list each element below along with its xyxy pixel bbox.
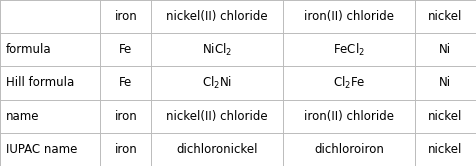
Text: Cl$_2$Ni: Cl$_2$Ni [202,75,232,91]
Text: NiCl$_2$: NiCl$_2$ [202,42,232,58]
Text: IUPAC name: IUPAC name [6,143,78,156]
Text: Hill formula: Hill formula [6,77,74,89]
Text: nickel: nickel [428,143,463,156]
Text: iron(II) chloride: iron(II) chloride [304,110,394,123]
Text: nickel: nickel [428,10,463,23]
Text: name: name [6,110,40,123]
Text: nickel: nickel [428,110,463,123]
Text: iron: iron [114,143,137,156]
Text: nickel(II) chloride: nickel(II) chloride [167,10,268,23]
Text: Cl$_2$Fe: Cl$_2$Fe [333,75,365,91]
Text: FeCl$_2$: FeCl$_2$ [333,42,365,58]
Text: Fe: Fe [119,77,132,89]
Text: dichloronickel: dichloronickel [177,143,258,156]
Text: Fe: Fe [119,43,132,56]
Text: iron: iron [114,110,137,123]
Text: dichloroiron: dichloroiron [314,143,384,156]
Text: Ni: Ni [439,43,451,56]
Text: iron(II) chloride: iron(II) chloride [304,10,394,23]
Text: Ni: Ni [439,77,451,89]
Text: nickel(II) chloride: nickel(II) chloride [167,110,268,123]
Text: iron: iron [114,10,137,23]
Text: formula: formula [6,43,51,56]
